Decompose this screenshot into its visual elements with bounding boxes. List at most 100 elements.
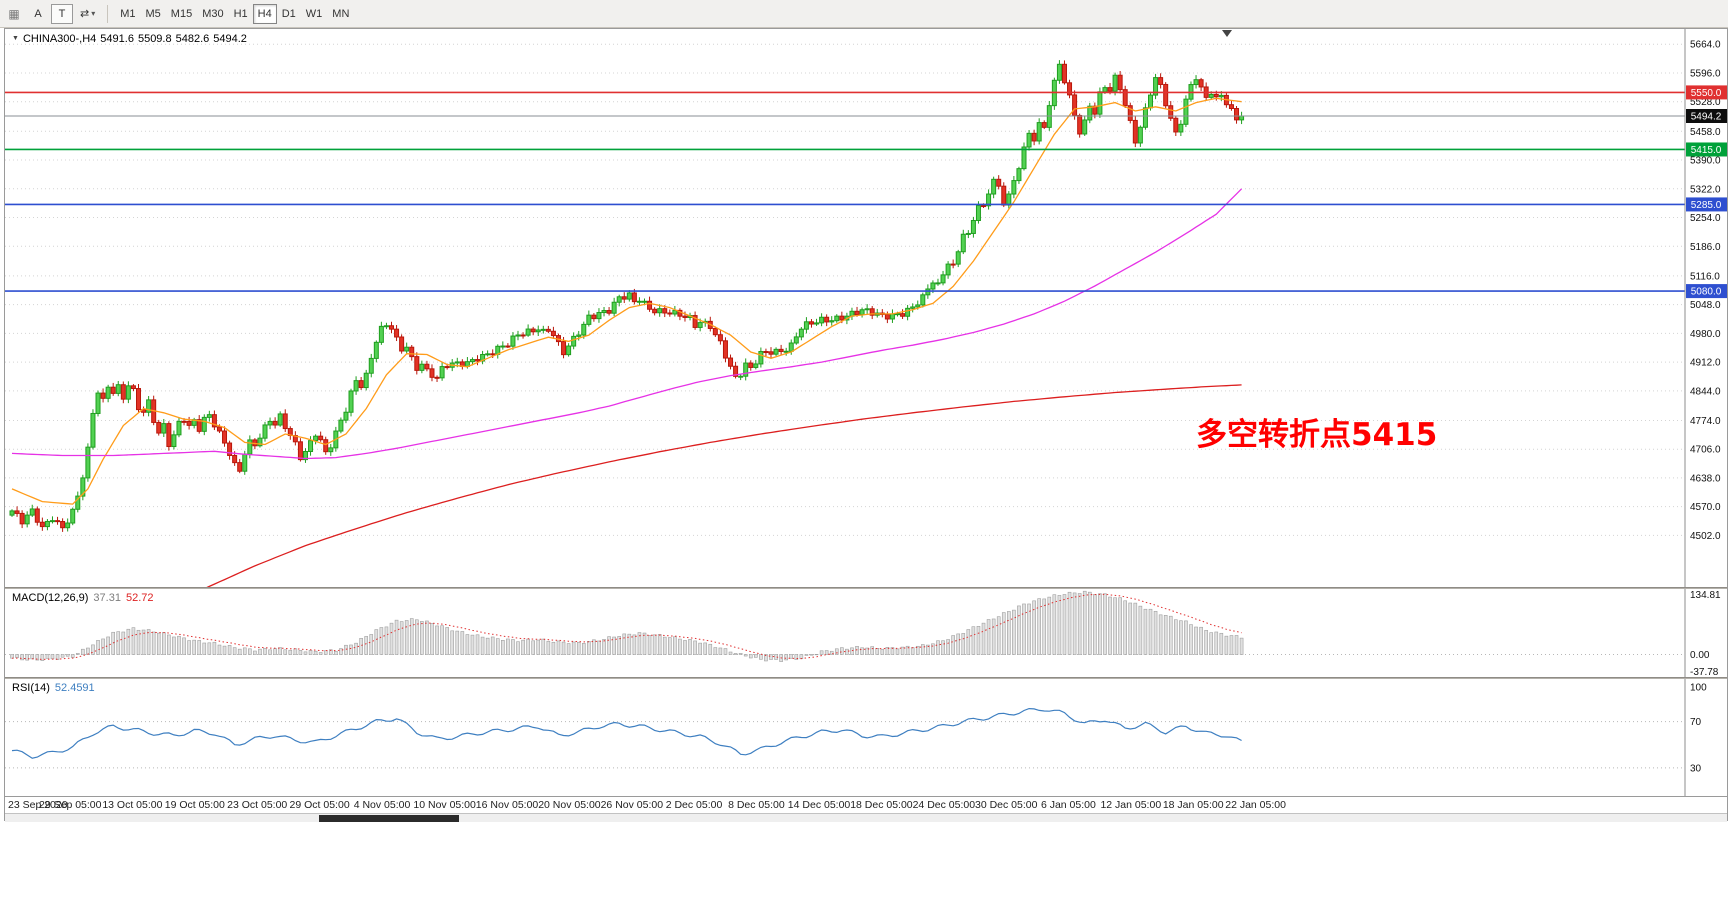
svg-text:5550.0: 5550.0 bbox=[1691, 88, 1722, 99]
text-t-tool-button[interactable]: T bbox=[51, 3, 73, 24]
ohlc-header: ▼ CHINA300-,H4 5491.6 5509.8 5482.6 5494.2 bbox=[12, 33, 251, 45]
svg-text:4844.0: 4844.0 bbox=[1690, 386, 1721, 397]
svg-text:0.00: 0.00 bbox=[1690, 650, 1710, 661]
svg-text:5596.0: 5596.0 bbox=[1690, 68, 1721, 79]
svg-text:5458.0: 5458.0 bbox=[1690, 127, 1721, 138]
symbol-label: CHINA300-,H4 bbox=[22, 33, 97, 45]
tf-d1-button[interactable]: D1 bbox=[277, 4, 301, 24]
price-chart-svg[interactable]: 5664.0 5596.0 5528.0 5458.0 5390.0 5322.0 5254… bbox=[5, 29, 1727, 587]
rsi-panel[interactable]: 100 70 30 RSI(14) 52.4591 bbox=[5, 679, 1727, 796]
rsi-header: RSI(14) 52.4591 bbox=[12, 682, 100, 694]
rsi-chart-svg[interactable]: 100 70 30 bbox=[5, 679, 1727, 796]
macd-signal-value: 52.72 bbox=[125, 592, 154, 604]
time-label: 19 Oct 05:00 bbox=[164, 799, 225, 811]
time-label: 24 Dec 05:00 bbox=[912, 799, 976, 811]
svg-text:4706.0: 4706.0 bbox=[1690, 445, 1721, 456]
time-label: 22 Jan 05:00 bbox=[1225, 799, 1286, 811]
svg-text:5494.2: 5494.2 bbox=[1691, 111, 1722, 122]
svg-text:4638.0: 4638.0 bbox=[1690, 473, 1721, 484]
svg-text:5080.0: 5080.0 bbox=[1691, 287, 1722, 298]
macd-main-value: 37.31 bbox=[93, 592, 121, 604]
toolbar-handle-icon[interactable]: ▦ bbox=[8, 6, 20, 21]
time-label: 29 Sep 05:00 bbox=[39, 799, 102, 811]
chart-window[interactable]: 5664.0 5596.0 5528.0 5458.0 5390.0 5322.0 5254… bbox=[4, 28, 1728, 822]
time-label: 18 Jan 05:00 bbox=[1162, 799, 1224, 811]
svg-text:-37.78: -37.78 bbox=[1690, 667, 1719, 677]
cycle-arrows-button[interactable]: ⇄ ▾ bbox=[75, 4, 100, 24]
macd-chart-svg[interactable]: 134.81 0.00 -37.78 bbox=[5, 589, 1727, 677]
tf-m15-button[interactable]: M15 bbox=[166, 4, 197, 24]
svg-text:5664.0: 5664.0 bbox=[1690, 40, 1721, 51]
time-label: 8 Dec 05:00 bbox=[728, 799, 785, 811]
svg-text:5390.0: 5390.0 bbox=[1690, 156, 1721, 167]
low-value: 5482.6 bbox=[175, 33, 210, 45]
tf-w1-button[interactable]: W1 bbox=[301, 4, 328, 24]
svg-text:5322.0: 5322.0 bbox=[1690, 184, 1721, 195]
panel-splitter[interactable] bbox=[5, 587, 1727, 589]
text-a-tool-button[interactable]: A bbox=[27, 4, 49, 24]
timeframe-buttons: M1 M5 M15 M30 H1 H4 D1 W1 MN bbox=[115, 3, 354, 24]
scrollbar-thumb[interactable] bbox=[319, 815, 459, 822]
svg-text:4980.0: 4980.0 bbox=[1690, 329, 1721, 340]
time-axis[interactable]: 23 Sep 2020 29 Sep 05:00 13 Oct 05:00 19 Oc… bbox=[5, 796, 1727, 813]
svg-text:5528.0: 5528.0 bbox=[1690, 97, 1721, 108]
tf-mn-button[interactable]: MN bbox=[327, 4, 354, 24]
svg-text:70: 70 bbox=[1690, 717, 1702, 728]
time-label: 4 Nov 05:00 bbox=[353, 799, 411, 811]
tf-m30-button[interactable]: M30 bbox=[197, 4, 228, 24]
time-label: 10 Nov 05:00 bbox=[413, 799, 476, 811]
time-label: 12 Jan 05:00 bbox=[1100, 799, 1162, 811]
symbol-dropdown-icon[interactable]: ▼ bbox=[12, 35, 19, 42]
rsi-name: RSI(14) bbox=[12, 682, 50, 694]
price-panel[interactable]: 5664.0 5596.0 5528.0 5458.0 5390.0 5322.0 5254… bbox=[5, 29, 1727, 587]
time-label: 14 Dec 05:00 bbox=[787, 799, 851, 811]
annotation-text[interactable]: 多空转折点5415 bbox=[1196, 417, 1438, 453]
svg-text:4774.0: 4774.0 bbox=[1690, 416, 1721, 427]
svg-text:5186.0: 5186.0 bbox=[1690, 242, 1721, 253]
svg-text:4502.0: 4502.0 bbox=[1690, 531, 1721, 542]
time-label: 29 Oct 05:00 bbox=[289, 799, 350, 811]
svg-text:5048.0: 5048.0 bbox=[1690, 300, 1721, 311]
svg-text:30: 30 bbox=[1690, 763, 1702, 774]
svg-text:4570.0: 4570.0 bbox=[1690, 502, 1721, 513]
candles-layer bbox=[9, 60, 1245, 532]
svg-text:5415.0: 5415.0 bbox=[1691, 145, 1722, 156]
svg-text:4912.0: 4912.0 bbox=[1690, 358, 1721, 369]
close-value: 5494.2 bbox=[213, 33, 247, 45]
open-value: 5491.6 bbox=[100, 33, 134, 45]
horizontal-scrollbar[interactable] bbox=[5, 813, 1727, 822]
rsi-value: 52.4591 bbox=[54, 682, 95, 694]
time-label: 6 Jan 05:00 bbox=[1040, 799, 1096, 811]
svg-text:5116.0: 5116.0 bbox=[1690, 271, 1720, 282]
macd-histogram bbox=[10, 590, 1244, 662]
tf-h4-button[interactable]: H4 bbox=[252, 3, 277, 24]
ma-line-medium bbox=[11, 188, 1243, 460]
time-label: 20 Nov 05:00 bbox=[538, 799, 601, 811]
toolbar: ▦ A T ⇄ ▾ M1 M5 M15 M30 H1 H4 D1 W1 MN bbox=[0, 0, 1728, 28]
ma-line-fast bbox=[11, 97, 1242, 505]
time-label: 26 Nov 05:00 bbox=[600, 799, 664, 811]
time-label: 23 Oct 05:00 bbox=[227, 799, 288, 811]
panel-splitter[interactable] bbox=[5, 677, 1727, 679]
high-value: 5509.8 bbox=[137, 33, 172, 45]
chart-shift-marker[interactable] bbox=[1222, 30, 1232, 37]
time-label: 23 Sep 2020 bbox=[8, 799, 68, 811]
time-label: 13 Oct 05:00 bbox=[102, 799, 163, 811]
time-label: 2 Dec 05:00 bbox=[665, 799, 723, 811]
macd-header: MACD(12,26,9) 37.31 52.72 bbox=[12, 592, 158, 604]
time-label: 18 Dec 05:00 bbox=[850, 799, 913, 811]
ma-line-slow bbox=[206, 384, 1242, 587]
swap-arrows-icon: ⇄ bbox=[80, 8, 90, 20]
svg-text:5254.0: 5254.0 bbox=[1690, 213, 1721, 224]
tf-h1-button[interactable]: H1 bbox=[229, 4, 253, 24]
tf-m1-button[interactable]: M1 bbox=[115, 4, 140, 24]
dropdown-caret-icon: ▾ bbox=[91, 9, 96, 18]
svg-text:134.81: 134.81 bbox=[1690, 590, 1721, 601]
macd-signal-line bbox=[11, 593, 1242, 660]
macd-panel[interactable]: 134.81 0.00 -37.78 MACD(12,26,9) 37.31 52.72 bbox=[5, 589, 1727, 677]
toolbar-separator bbox=[107, 4, 109, 23]
svg-text:100: 100 bbox=[1690, 683, 1707, 694]
rsi-line bbox=[11, 707, 1242, 759]
tf-m5-button[interactable]: M5 bbox=[141, 4, 166, 24]
svg-text:5285.0: 5285.0 bbox=[1691, 200, 1722, 211]
